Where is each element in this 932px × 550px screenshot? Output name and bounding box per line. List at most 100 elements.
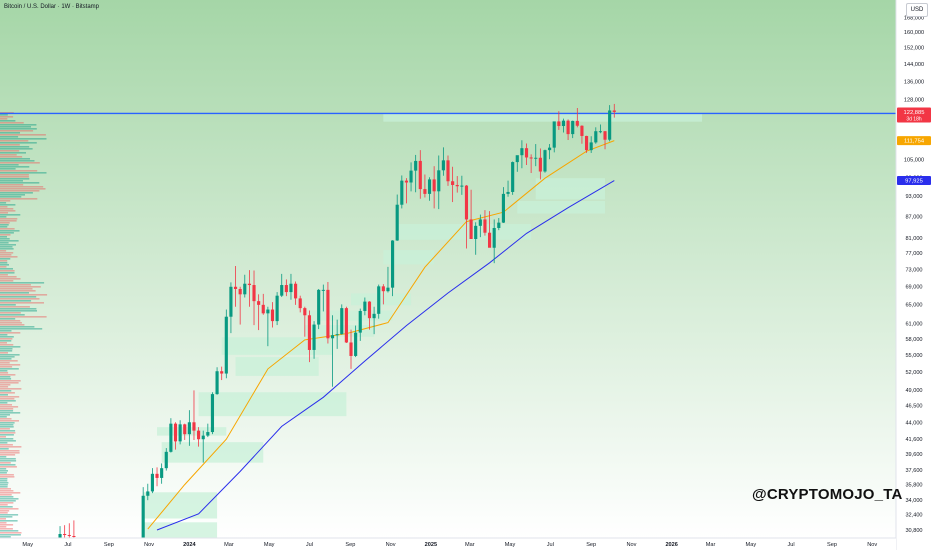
profile-bar: [0, 290, 36, 292]
candle-body: [557, 121, 561, 127]
candle-body: [598, 131, 602, 133]
candle: [238, 286, 242, 325]
candle: [233, 266, 238, 307]
candle: [524, 143, 529, 165]
candle-body: [164, 451, 168, 469]
profile-bar: [0, 342, 7, 344]
profile-bar: [0, 344, 14, 346]
candle-body: [197, 430, 201, 440]
profile-bar: [0, 404, 12, 406]
candle-body: [146, 491, 150, 496]
profile-bar: [0, 206, 8, 208]
profile-bar: [0, 310, 37, 312]
profile-bar: [0, 122, 24, 124]
candle-body: [603, 131, 607, 140]
profile-bar: [0, 324, 25, 326]
y-tick-label: 168,000: [904, 15, 924, 21]
candle-body: [474, 225, 478, 240]
profile-bar: [0, 374, 16, 376]
ema_slow-line: [156, 180, 615, 531]
candle: [543, 149, 547, 173]
candle-body: [561, 120, 566, 127]
candle: [307, 310, 312, 363]
y-tick-label: 160,000: [904, 30, 924, 36]
candle-body: [478, 219, 482, 226]
demand-zone: [157, 427, 227, 436]
profile-bar: [0, 312, 21, 314]
candle: [414, 154, 418, 193]
candle: [432, 166, 436, 209]
profile-bar: [0, 186, 44, 188]
profile-bar: [0, 198, 38, 200]
profile-bar: [0, 346, 21, 348]
profile-bar: [0, 488, 11, 490]
candle: [354, 325, 358, 358]
candle-body: [594, 131, 598, 143]
candle: [594, 127, 598, 144]
profile-bar: [0, 432, 16, 434]
candle: [317, 288, 321, 330]
candle: [192, 390, 196, 440]
candle: [427, 177, 432, 201]
candle-body: [423, 189, 427, 194]
profile-bar: [0, 182, 40, 184]
y-tick-label: 46,500: [905, 404, 922, 410]
profile-bar: [0, 262, 8, 264]
profile-bar: [0, 466, 17, 468]
profile-bar: [0, 192, 33, 194]
profile-bar: [0, 464, 16, 466]
candle: [187, 410, 191, 446]
candle-body: [326, 289, 330, 339]
candle: [409, 162, 413, 192]
candle-body: [210, 394, 215, 433]
currency-button[interactable]: USD: [906, 3, 928, 17]
candle: [501, 187, 505, 223]
profile-bar: [0, 410, 14, 412]
candle: [197, 427, 201, 447]
candle: [303, 306, 307, 337]
candle-body: [497, 222, 501, 228]
candle: [603, 130, 607, 150]
profile-bar: [0, 278, 21, 280]
profile-bar: [0, 264, 9, 266]
profile-bar: [0, 368, 19, 370]
profile-bar: [0, 462, 11, 464]
candle: [294, 281, 298, 305]
candle-body: [520, 148, 524, 156]
candle-body: [372, 313, 376, 319]
candle: [63, 525, 67, 540]
candle: [418, 150, 422, 199]
candle-body: [584, 135, 589, 151]
profile-bar: [0, 308, 37, 310]
profile-bar: [0, 436, 6, 438]
profile-bar: [0, 532, 22, 534]
profile-bar: [0, 392, 15, 394]
candle-body: [483, 219, 487, 233]
candle-body: [349, 342, 353, 356]
candle-body: [303, 308, 307, 316]
candle-body: [187, 422, 191, 435]
profile-bar: [0, 238, 10, 240]
profile-bar: [0, 170, 38, 172]
profile-bar: [0, 516, 13, 518]
candle-body: [247, 283, 251, 286]
profile-bar: [0, 284, 31, 286]
y-tick-label: 73,000: [905, 267, 922, 273]
y-tick-label: 105,000: [904, 157, 924, 163]
profile-bar: [0, 166, 30, 168]
y-tick-label: 30,800: [905, 528, 922, 534]
candle: [160, 463, 164, 484]
candle-body: [192, 422, 196, 431]
candle: [571, 120, 575, 139]
y-tick-label: 81,000: [905, 236, 922, 242]
candle: [451, 166, 455, 203]
candle-body: [321, 289, 325, 291]
demand-zone: [143, 522, 218, 538]
candle-body: [307, 315, 312, 350]
candle-body: [566, 120, 570, 135]
demand-zones: [143, 113, 703, 538]
x-tick-label: Nov: [867, 542, 877, 548]
price-label-box: [897, 107, 931, 123]
